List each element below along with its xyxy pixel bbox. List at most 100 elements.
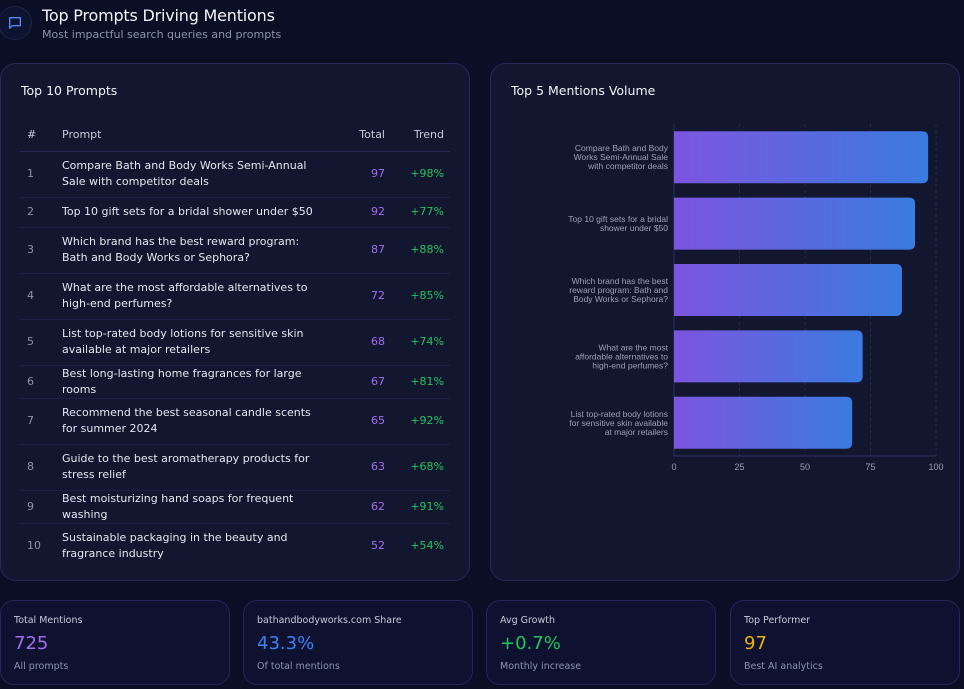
table-row[interactable]: 10 Sustainable packaging in the beauty an… bbox=[20, 523, 450, 569]
row-trend: +92% bbox=[385, 398, 450, 445]
y-category-label: reward program: Bath and bbox=[569, 285, 668, 295]
row-prompt: Top 10 gift sets for a bridal shower und… bbox=[62, 197, 325, 228]
row-trend: +81% bbox=[385, 365, 450, 399]
x-tick-label: 0 bbox=[671, 462, 676, 472]
row-total: 65 bbox=[325, 398, 385, 445]
row-trend: +98% bbox=[385, 151, 450, 198]
page-subtitle: Most impactful search queries and prompt… bbox=[42, 28, 282, 41]
stat-card-top-performer: Top Performer 97 Best AI analytics bbox=[730, 600, 960, 685]
column-header-prompt[interactable]: Prompt bbox=[62, 118, 325, 152]
row-trend: +88% bbox=[385, 227, 450, 274]
row-total: 52 bbox=[371, 539, 385, 553]
row-prompt: Best long-lasting home fragrances for la… bbox=[62, 365, 325, 399]
row-trend: +74% bbox=[385, 319, 450, 366]
stat-subtitle: Of total mentions bbox=[257, 661, 340, 672]
table-row[interactable]: 8 Guide to the best aromatherapy products… bbox=[20, 444, 450, 491]
message-square-icon bbox=[0, 6, 32, 40]
row-trend: +91% bbox=[385, 490, 450, 524]
stat-subtitle: Monthly increase bbox=[500, 661, 582, 672]
row-prompt: Which brand has the best reward program:… bbox=[62, 227, 325, 274]
stat-value: 725 bbox=[14, 633, 49, 654]
stat-label: Avg Growth bbox=[500, 615, 556, 626]
row-rank: 4 bbox=[20, 273, 62, 320]
stat-subtitle: Best AI analytics bbox=[744, 661, 823, 672]
row-trend: +54% bbox=[410, 539, 444, 553]
table-row[interactable]: 2 Top 10 gift sets for a bridal shower un… bbox=[20, 197, 450, 228]
x-tick-label: 100 bbox=[928, 462, 943, 472]
row-total: 97 bbox=[325, 151, 385, 198]
page-title: Top Prompts Driving Mentions bbox=[42, 6, 275, 25]
stat-card-avg-growth: Avg Growth +0.7% Monthly increase bbox=[486, 600, 716, 685]
row-total: 63 bbox=[325, 444, 385, 491]
y-category-label: at major retailers bbox=[605, 427, 668, 437]
y-category-label: for sensitive skin available bbox=[569, 418, 668, 428]
row-rank: 1 bbox=[20, 151, 62, 198]
chart-title: Top 5 Mentions Volume bbox=[511, 83, 656, 98]
row-prompt: Best moisturizing hand soaps for frequen… bbox=[62, 490, 325, 524]
column-header-total[interactable]: Total bbox=[325, 118, 385, 152]
stat-card-total-mentions: Total Mentions 725 All prompts bbox=[0, 600, 230, 685]
bar[interactable] bbox=[674, 330, 863, 383]
row-total: 72 bbox=[325, 273, 385, 320]
row-prompt: Sustainable packaging in the beauty and … bbox=[62, 531, 288, 561]
row-rank: 3 bbox=[20, 227, 62, 274]
y-category-label: Top 10 gift sets for a bridal bbox=[568, 214, 668, 224]
row-rank: 5 bbox=[20, 319, 62, 366]
y-category-label: Body Works or Sephora? bbox=[573, 294, 668, 304]
table-header-row: # Prompt Total Trend bbox=[20, 118, 450, 152]
stat-value: 43.3% bbox=[257, 633, 315, 654]
stat-value: +0.7% bbox=[500, 633, 561, 654]
row-prompt: Compare Bath and Body Works Semi-Annual … bbox=[62, 151, 325, 198]
column-header-rank[interactable]: # bbox=[20, 118, 62, 152]
stat-value: 97 bbox=[744, 633, 767, 654]
row-total: 92 bbox=[325, 197, 385, 228]
table-row[interactable]: 5 List top-rated body lotions for sensiti… bbox=[20, 319, 450, 366]
row-trend: +85% bbox=[385, 273, 450, 320]
stat-label: bathandbodyworks.com Share bbox=[257, 615, 402, 626]
y-category-label: affordable alternatives to bbox=[575, 351, 668, 361]
page-header: Top Prompts Driving Mentions Most impact… bbox=[0, 0, 964, 50]
bar[interactable] bbox=[674, 131, 929, 184]
row-prompt: What are the most affordable alternative… bbox=[62, 273, 325, 320]
bar[interactable] bbox=[674, 396, 853, 449]
table-row[interactable]: 9 Best moisturizing hand soaps for freque… bbox=[20, 490, 450, 524]
row-trend: +77% bbox=[385, 197, 450, 228]
row-total: 62 bbox=[325, 490, 385, 524]
row-prompt: Recommend the best seasonal candle scent… bbox=[62, 398, 325, 445]
row-rank: 2 bbox=[20, 197, 62, 228]
table-row[interactable]: 6 Best long-lasting home fragrances for l… bbox=[20, 365, 450, 399]
table-row[interactable]: 1 Compare Bath and Body Works Semi-Annual… bbox=[20, 151, 450, 198]
stat-label: Total Mentions bbox=[14, 615, 83, 626]
y-category-label: List top-rated body lotions bbox=[571, 409, 668, 419]
bar[interactable] bbox=[674, 197, 916, 250]
bar[interactable] bbox=[674, 264, 902, 316]
y-category-label: Which brand has the best bbox=[572, 276, 669, 286]
y-category-label: shower under $50 bbox=[600, 223, 668, 233]
x-tick-label: 50 bbox=[800, 462, 810, 472]
row-total: 67 bbox=[325, 365, 385, 399]
row-rank: 8 bbox=[20, 444, 62, 491]
row-total: 87 bbox=[325, 227, 385, 274]
table-row[interactable]: 4 What are the most affordable alternativ… bbox=[20, 273, 450, 320]
row-prompt: Guide to the best aromatherapy products … bbox=[62, 444, 325, 491]
y-category-label: Works Semi-Annual Sale bbox=[574, 152, 669, 162]
stat-label: Top Performer bbox=[744, 615, 811, 626]
stat-card-share: bathandbodyworks.com Share 43.3% Of tota… bbox=[243, 600, 473, 685]
y-category-label: Compare Bath and Body bbox=[575, 143, 669, 153]
table-row[interactable]: 7 Recommend the best seasonal candle scen… bbox=[20, 398, 450, 445]
row-prompt: List top-rated body lotions for sensitiv… bbox=[62, 319, 325, 366]
stat-subtitle: All prompts bbox=[14, 661, 69, 672]
y-category-label: high-end perfumes? bbox=[592, 360, 668, 370]
card-title: Top 10 Prompts bbox=[21, 83, 118, 98]
y-category-label: What are the most bbox=[599, 342, 669, 352]
column-header-trend[interactable]: Trend bbox=[385, 118, 450, 152]
row-rank: 10 bbox=[27, 539, 41, 553]
row-rank: 9 bbox=[20, 490, 62, 524]
table-row[interactable]: 3 Which brand has the best reward program… bbox=[20, 227, 450, 274]
x-tick-label: 75 bbox=[865, 462, 875, 472]
row-total: 68 bbox=[325, 319, 385, 366]
mentions-bar-chart: 0 25 50 75 100 Compare Bath and Body Works Sem… bbox=[491, 64, 959, 580]
x-tick-label: 25 bbox=[734, 462, 744, 472]
y-category-label: with competitor deals bbox=[587, 161, 668, 171]
